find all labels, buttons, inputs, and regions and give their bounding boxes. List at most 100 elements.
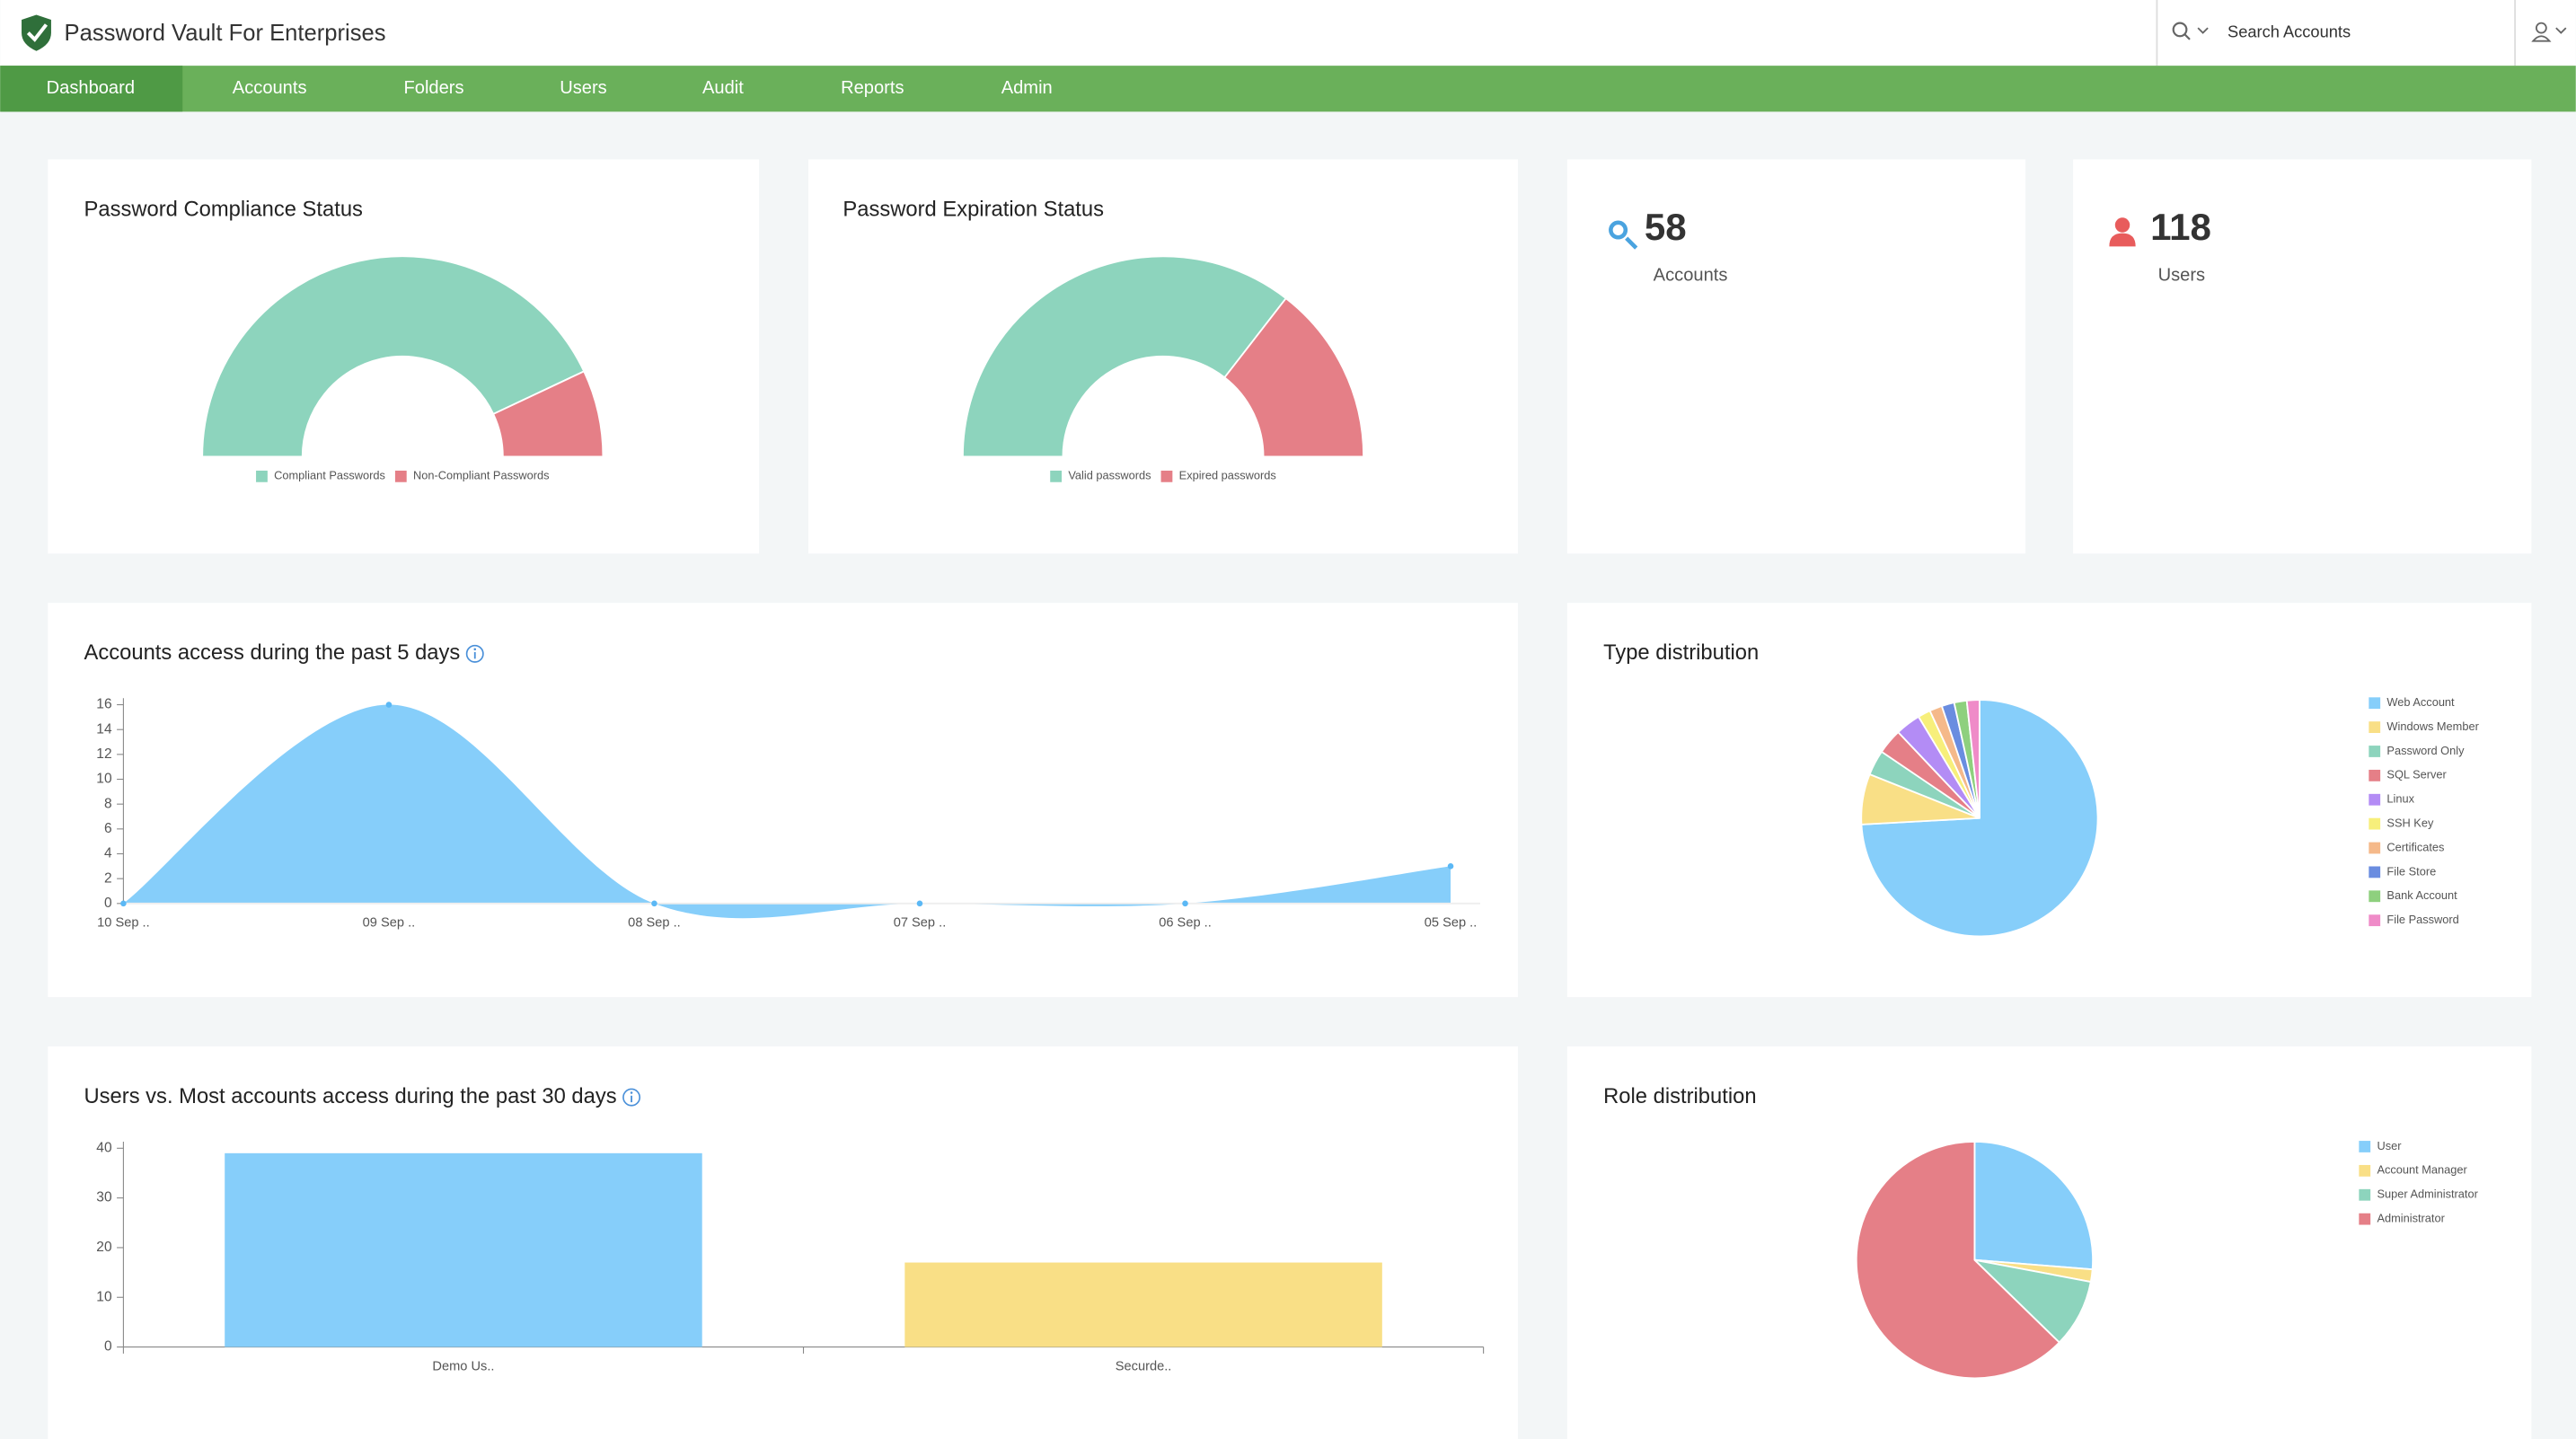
pie-slice	[1855, 1141, 2061, 1380]
legend-label: Certificates	[2386, 840, 2444, 853]
legend-label: Valid passwords	[1068, 469, 1151, 482]
y-tick-label: 2	[104, 870, 112, 886]
point	[1447, 863, 1454, 870]
info-icon-dot	[630, 1091, 633, 1094]
user-icon-body	[2531, 35, 2552, 42]
legend-label: User	[2377, 1139, 2402, 1152]
nav-item[interactable]: Admin	[1001, 78, 1053, 98]
legend-swatch	[1160, 470, 1173, 482]
area	[123, 704, 1451, 919]
legend-swatch	[2369, 842, 2381, 854]
legend-swatch	[2359, 1164, 2371, 1177]
point	[120, 900, 127, 907]
chart-title: Type distribution	[1603, 640, 1759, 665]
stat-value: 118	[2150, 206, 2211, 248]
legend-swatch	[2369, 817, 2381, 830]
nav-active	[0, 66, 183, 112]
app-title: Password Vault For Enterprises	[65, 21, 386, 46]
legend-label: Expired passwords	[1179, 469, 1276, 482]
x-tick-label: 05 Sep ..	[1425, 916, 1478, 931]
card	[1566, 159, 2026, 554]
legend-swatch	[2369, 769, 2381, 781]
users-icon-body	[2109, 233, 2136, 247]
legend-label: Account Manager	[2377, 1163, 2467, 1177]
nav-item[interactable]: Audit	[702, 78, 744, 98]
stat-label: Users	[2158, 266, 2206, 286]
bar	[225, 1152, 702, 1347]
donut-segment	[201, 255, 586, 458]
chart-title: Role distribution	[1603, 1084, 1756, 1108]
x-tick-label: 07 Sep ..	[894, 916, 947, 931]
y-tick-label: 14	[96, 721, 112, 737]
x-tick-label: Securde..	[1116, 1359, 1172, 1373]
header-bar	[0, 0, 2576, 66]
pie-slice	[1972, 1258, 2092, 1344]
x-tick-label: 10 Sep ..	[97, 916, 150, 931]
logo-check	[26, 23, 49, 42]
legend-label: File Password	[2386, 913, 2458, 926]
nav-item[interactable]: Dashboard	[47, 78, 135, 98]
legend-swatch	[256, 470, 268, 482]
point	[651, 900, 657, 907]
legend-swatch	[394, 470, 407, 482]
card	[2073, 159, 2532, 554]
donut-segment	[961, 255, 1288, 458]
y-tick-label: 10	[96, 772, 112, 787]
chart-title: Password Expiration Status	[842, 197, 1104, 221]
legend-swatch	[2369, 914, 2381, 927]
nav-item[interactable]: Accounts	[233, 78, 307, 98]
chart-title: Accounts access during the past 5 days	[84, 640, 461, 665]
legend-label: Bank Account	[2386, 888, 2457, 902]
legend-label: Compliant Passwords	[274, 469, 385, 482]
point	[1182, 900, 1188, 907]
legend-label: Windows Member	[2386, 720, 2479, 733]
stat-value: 58	[1645, 206, 1687, 248]
stat-label: Accounts	[1654, 266, 1728, 286]
legend-swatch	[2369, 793, 2381, 806]
legend-swatch	[2359, 1141, 2371, 1152]
accounts-icon-ring	[1609, 220, 1628, 240]
legend-label: File Store	[2386, 864, 2436, 878]
user-menu[interactable]	[2535, 22, 2547, 34]
x-tick-label: 09 Sep ..	[363, 916, 416, 931]
nav-item[interactable]: Users	[560, 78, 607, 98]
y-tick-label: 8	[104, 796, 112, 811]
nav-item[interactable]: Folders	[404, 78, 464, 98]
point	[916, 900, 923, 907]
legend-label: Non-Compliant Passwords	[413, 469, 550, 482]
y-tick-label: 40	[96, 1140, 112, 1155]
y-tick-label: 0	[104, 896, 112, 911]
legend-label: Super Administrator	[2377, 1187, 2478, 1201]
info-icon[interactable]	[465, 644, 484, 663]
x-tick-label: 08 Sep ..	[628, 916, 681, 931]
y-tick-label: 30	[96, 1190, 112, 1205]
search-input[interactable]: Search Accounts	[2228, 22, 2351, 40]
info-icon-dot	[473, 648, 477, 651]
x-tick-label: Demo Us..	[432, 1359, 494, 1373]
pie-slice	[1965, 699, 1981, 818]
y-tick-label: 4	[104, 846, 112, 861]
legend-swatch	[2359, 1213, 2371, 1225]
x-tick-label: 06 Sep ..	[1159, 916, 1212, 931]
pie-slice	[1973, 1141, 2095, 1271]
legend-label: Web Account	[2386, 695, 2455, 709]
user-dropdown[interactable]	[2555, 27, 2567, 34]
search-dropdown[interactable]	[2197, 27, 2209, 34]
legend-label: Linux	[2386, 792, 2414, 806]
legend-label: SQL Server	[2386, 768, 2447, 781]
y-tick-label: 10	[96, 1289, 112, 1304]
info-icon[interactable]	[622, 1088, 641, 1107]
legend-swatch	[2369, 721, 2381, 733]
legend-swatch	[2369, 746, 2381, 757]
legend-swatch	[2359, 1188, 2371, 1201]
search-icon[interactable]	[2172, 22, 2188, 38]
y-tick-label: 20	[96, 1240, 112, 1255]
users-icon	[2114, 217, 2130, 233]
donut-segment	[1223, 296, 1365, 458]
legend-swatch	[2369, 697, 2381, 710]
accounts-icon	[1625, 236, 1638, 250]
nav-item[interactable]: Reports	[841, 78, 904, 98]
y-tick-label: 12	[96, 746, 111, 762]
